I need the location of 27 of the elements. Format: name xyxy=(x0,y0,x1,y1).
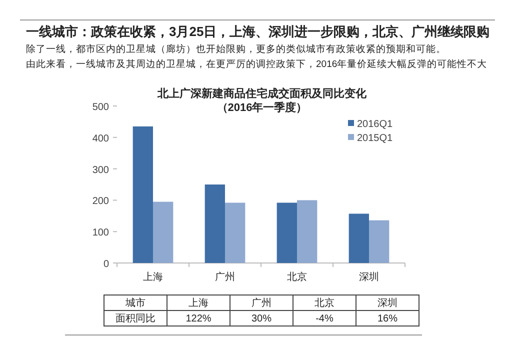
y-tick-label: 300 xyxy=(92,164,110,176)
y-tick-label: 200 xyxy=(92,196,110,208)
text: 一线城市：政策在收紧，3月25日，上海、深圳进一步限购，北京、广州继续限购 xyxy=(26,24,490,39)
y-tick-label: 400 xyxy=(92,133,110,144)
text: 16% xyxy=(377,314,398,324)
text: 除了一线，都市区内的卫星城（廊坊）也开始限购，更多的类似城市有政策收紧的预期和可能。 xyxy=(26,43,446,55)
chart-subtitle: （2016年一季度） xyxy=(216,101,308,114)
chart-title: 北上广深新建商品住宅成交面积及同比变化 xyxy=(156,87,368,100)
category-label: 上海 xyxy=(188,298,208,309)
text: -4% xyxy=(316,314,334,324)
category-label: 北京 xyxy=(314,298,334,309)
text: 122% xyxy=(186,314,212,324)
text: 面积同比 xyxy=(116,312,156,324)
y-tick-label: 100 xyxy=(92,228,110,239)
category-label: 广州 xyxy=(252,298,272,309)
legend-label: 2016Q1 xyxy=(357,119,394,130)
text: 30% xyxy=(251,314,272,324)
y-tick-label: 500 xyxy=(92,102,110,113)
x-tick-label: 北京 xyxy=(287,271,307,283)
legend-label: 2015Q1 xyxy=(357,133,394,144)
text: 城市 xyxy=(124,297,146,309)
text: 由此来看，一线城市及其周边的卫星城，在更严厉的调控政策下，2016年量价延续大幅反弹的可能性不大 xyxy=(26,58,488,70)
x-tick-label: 深圳 xyxy=(359,271,379,283)
x-tick-label: 上海 xyxy=(143,271,163,283)
category-label: 深圳 xyxy=(378,298,398,309)
y-tick-label: 0 xyxy=(103,259,110,270)
x-tick-label: 广州 xyxy=(215,271,235,283)
